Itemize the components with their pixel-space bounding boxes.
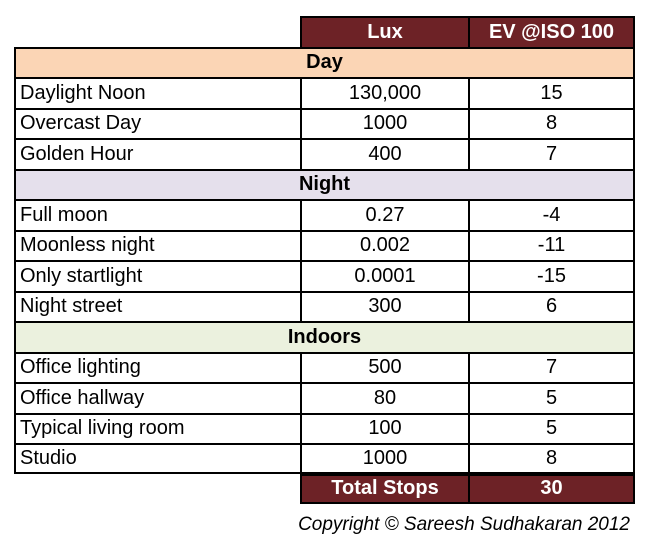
section-title-day: Day <box>14 46 635 77</box>
section-title-night: Night <box>14 168 635 199</box>
lux-value: 0.0001 <box>300 260 468 291</box>
lux-value: 130,000 <box>300 77 468 108</box>
total-row: Total Stops 30 <box>14 473 635 505</box>
ev-value: -15 <box>468 260 635 291</box>
ev-value: 8 <box>468 107 635 138</box>
lux-value: 0.27 <box>300 199 468 230</box>
lux-value: 80 <box>300 382 468 413</box>
section-row-day: Day <box>14 46 635 77</box>
copyright-text: Copyright © Sareesh Sudhakaran 2012 <box>298 514 630 535</box>
table-row: Daylight Noon 130,000 15 <box>14 77 635 108</box>
table-row: Office lighting 500 7 <box>14 351 635 382</box>
row-label: Full moon <box>14 199 300 230</box>
section-row-night: Night <box>14 168 635 199</box>
row-label: Only startlight <box>14 260 300 291</box>
row-label: Night street <box>14 290 300 321</box>
row-label: Overcast Day <box>14 107 300 138</box>
table-row: Full moon 0.27 -4 <box>14 199 635 230</box>
table-row: Studio 1000 8 <box>14 443 635 474</box>
row-label: Daylight Noon <box>14 77 300 108</box>
table-row: Night street 300 6 <box>14 290 635 321</box>
section-title-indoors: Indoors <box>14 321 635 352</box>
ev-value: 5 <box>468 382 635 413</box>
ev-value: -4 <box>468 199 635 230</box>
empty-total-cell <box>14 474 300 505</box>
lux-value: 400 <box>300 138 468 169</box>
lux-value: 500 <box>300 351 468 382</box>
row-label: Typical living room <box>14 412 300 443</box>
section-row-indoors: Indoors <box>14 321 635 352</box>
table-row: Only startlight 0.0001 -15 <box>14 260 635 291</box>
row-label: Studio <box>14 443 300 474</box>
lux-value: 1000 <box>300 443 468 474</box>
lux-ev-table: Lux EV @ISO 100 Day Daylight Noon 130,00… <box>14 16 635 504</box>
row-label: Golden Hour <box>14 138 300 169</box>
lux-value: 100 <box>300 412 468 443</box>
lux-value: 1000 <box>300 107 468 138</box>
column-header-ev: EV @ISO 100 <box>468 16 635 47</box>
ev-value: -11 <box>468 229 635 260</box>
ev-value: 7 <box>468 138 635 169</box>
table-row: Moonless night 0.002 -11 <box>14 229 635 260</box>
row-label: Moonless night <box>14 229 300 260</box>
table-row: Office hallway 80 5 <box>14 382 635 413</box>
table-header-row: Lux EV @ISO 100 <box>14 16 635 47</box>
row-label: Office lighting <box>14 351 300 382</box>
lux-value: 300 <box>300 290 468 321</box>
table-row: Golden Hour 400 7 <box>14 138 635 169</box>
empty-header-cell <box>14 16 300 47</box>
total-value: 30 <box>468 473 635 504</box>
ev-value: 8 <box>468 443 635 474</box>
column-header-lux: Lux <box>300 16 468 47</box>
row-label: Office hallway <box>14 382 300 413</box>
table-row: Typical living room 100 5 <box>14 412 635 443</box>
ev-value: 6 <box>468 290 635 321</box>
ev-value: 7 <box>468 351 635 382</box>
ev-value: 15 <box>468 77 635 108</box>
total-label: Total Stops <box>300 473 468 504</box>
ev-value: 5 <box>468 412 635 443</box>
table-row: Overcast Day 1000 8 <box>14 107 635 138</box>
lux-value: 0.002 <box>300 229 468 260</box>
